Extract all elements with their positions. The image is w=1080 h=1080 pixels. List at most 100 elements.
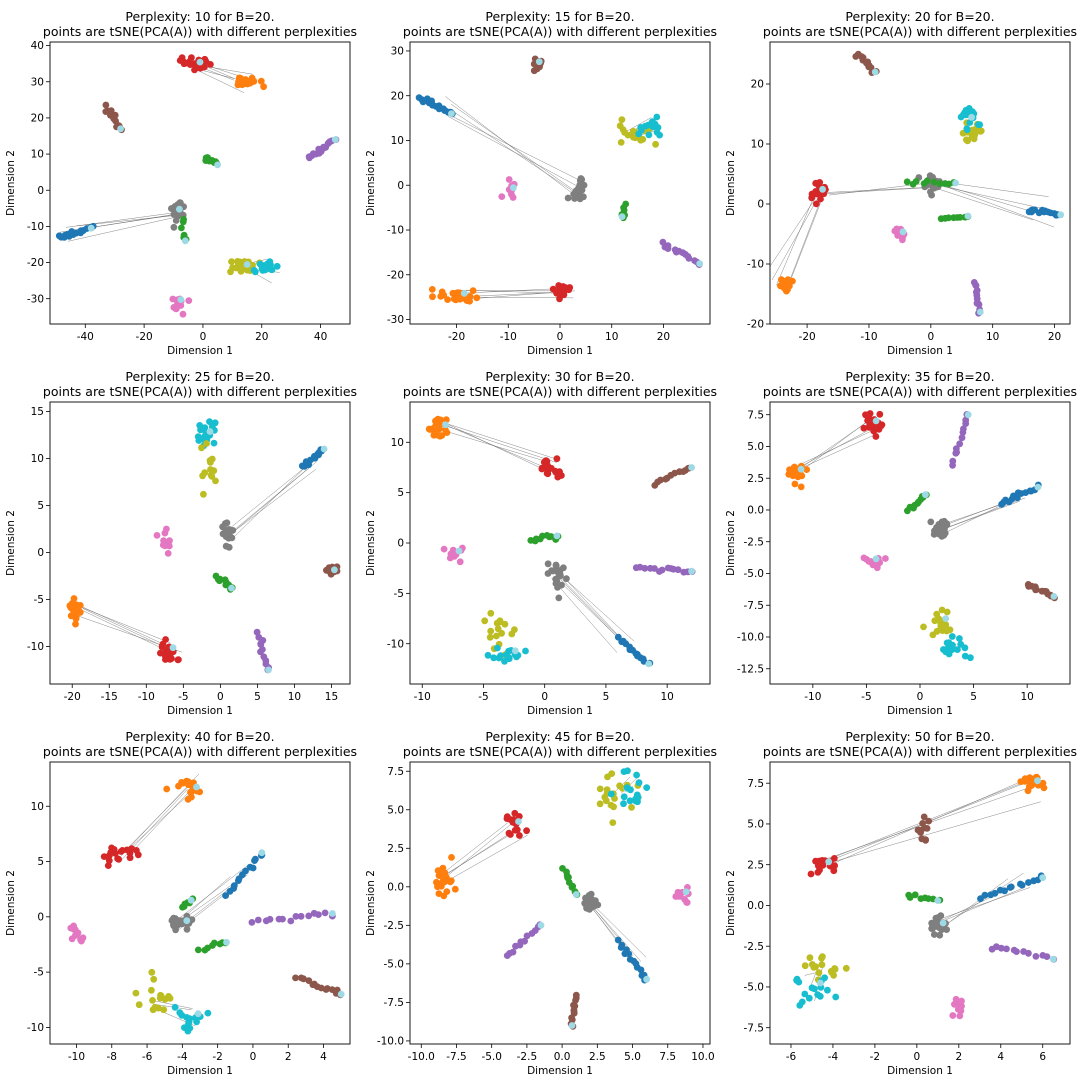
link-line: [591, 903, 647, 958]
data-point: [176, 1009, 184, 1017]
x-axis-label: Dimension 1: [887, 1065, 953, 1077]
data-point: [548, 567, 555, 574]
data-point: [521, 937, 528, 945]
data-point: [866, 410, 874, 417]
y-tick-label: 0.0: [747, 505, 764, 517]
data-point: [828, 969, 836, 976]
data-point: [652, 140, 659, 148]
data-point: [228, 258, 235, 265]
data-point: [554, 583, 561, 591]
y-tick-label: 30: [31, 76, 44, 88]
data-point: [175, 782, 182, 790]
data-point: [451, 885, 459, 893]
data-point: [791, 463, 798, 471]
highlight-point: [535, 58, 543, 66]
highlight-point: [511, 647, 519, 655]
y-tick-label: -2.5: [744, 941, 765, 953]
data-point: [237, 268, 245, 275]
link-line: [557, 572, 635, 642]
x-tick-label: -5: [178, 691, 188, 703]
data-point: [1024, 787, 1032, 795]
subplot-4: Perplexity: 25 for B=20. points are tSNE(…: [0, 360, 360, 720]
data-point: [104, 862, 112, 869]
y-tick-label: 15: [31, 406, 44, 418]
data-point: [503, 815, 511, 822]
data-point: [219, 523, 227, 531]
data-point: [962, 416, 970, 424]
data-point: [1025, 879, 1032, 886]
scatter-plot: Perplexity: 15 for B=20.points are tSNE(…: [365, 9, 717, 357]
scatter-plot: Perplexity: 10 for B=20.points are tSNE(…: [5, 9, 357, 357]
x-tick-label: 10: [986, 331, 999, 343]
y-tick-label: -20: [387, 269, 404, 281]
data-point: [163, 525, 170, 533]
subplot-6: Perplexity: 35 for B=20. points are tSNE(…: [720, 360, 1080, 720]
highlight-point: [952, 179, 959, 187]
data-point: [164, 550, 172, 557]
data-point: [564, 194, 572, 202]
data-point: [495, 618, 503, 626]
data-point: [830, 867, 838, 875]
data-point: [777, 282, 784, 290]
data-point: [572, 188, 580, 196]
axes-frame: [49, 401, 351, 685]
data-point: [177, 302, 185, 309]
highlight-point: [176, 205, 183, 213]
x-tick-label: 5: [603, 691, 610, 703]
data-point: [166, 537, 173, 545]
subplot-1: Perplexity: 10 for B=20. points are tSNE(…: [0, 0, 360, 360]
chart-subtitle: points are tSNE(PCA(A)) with different p…: [403, 24, 717, 39]
subplot-5: Perplexity: 30 for B=20. points are tSNE(…: [360, 360, 720, 720]
axes-frame: [409, 401, 711, 685]
data-point: [201, 63, 208, 71]
x-tick-label: 0: [217, 691, 224, 703]
axes-frame: [769, 401, 1071, 685]
data-point: [262, 263, 270, 270]
highlight-point: [87, 224, 95, 232]
data-point: [251, 268, 259, 276]
data-point: [637, 136, 645, 144]
x-tick-label: -5: [861, 691, 871, 703]
x-tick-label: 0: [917, 691, 924, 703]
y-tick-label: -10: [387, 225, 404, 237]
chart-subtitle: points are tSNE(PCA(A)) with different p…: [403, 744, 717, 759]
y-tick-label: 10: [391, 437, 404, 449]
link-line: [938, 188, 1034, 221]
data-point: [553, 455, 561, 463]
y-tick-label: -7.5: [384, 997, 405, 1009]
data-point: [323, 566, 330, 574]
data-point: [248, 74, 256, 82]
data-point: [803, 466, 811, 473]
data-point: [71, 932, 79, 939]
data-point: [225, 528, 233, 536]
data-point: [511, 626, 518, 633]
highlight-point: [872, 417, 880, 425]
data-point: [297, 912, 305, 920]
data-point: [273, 262, 281, 270]
link-line: [551, 578, 618, 653]
chart-subtitle: points are tSNE(PCA(A)) with different p…: [43, 744, 357, 759]
y-tick-label: 2.5: [747, 473, 764, 485]
data-point: [685, 254, 693, 262]
data-point: [201, 432, 209, 440]
data-point: [73, 611, 81, 618]
data-point: [1026, 774, 1034, 781]
link-line: [445, 96, 579, 199]
x-tick-label: -5: [478, 691, 488, 703]
y-tick-label: 7.5: [747, 778, 764, 790]
data-point: [158, 643, 166, 651]
data-point: [554, 473, 562, 481]
y-tick-label: -12.5: [737, 663, 764, 675]
x-tick-label: 0: [541, 691, 548, 703]
highlight-point: [899, 228, 907, 236]
y-axis-label: Dimension 2: [365, 150, 377, 216]
y-tick-label: -10: [27, 1022, 44, 1034]
x-tick-label: 2: [285, 1051, 292, 1063]
data-point: [225, 543, 233, 551]
link-line: [934, 182, 1055, 228]
data-point: [610, 803, 617, 811]
scatter-plot: Perplexity: 50 for B=20.points are tSNE(…: [725, 729, 1077, 1077]
highlight-point: [1057, 211, 1065, 219]
data-point: [210, 439, 218, 447]
data-point: [956, 214, 964, 221]
